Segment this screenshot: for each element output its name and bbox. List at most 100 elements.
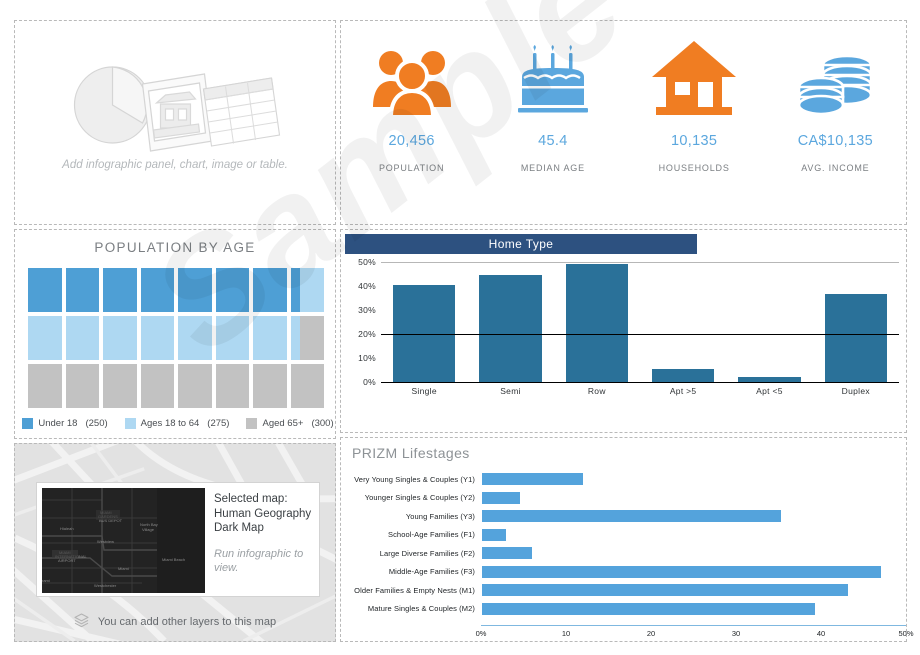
waffle-cell bbox=[65, 268, 99, 312]
svg-text:Hialeah: Hialeah bbox=[60, 526, 74, 531]
infographic-placeholder-panel[interactable]: Add infographic panel, chart, image or t… bbox=[14, 20, 336, 225]
prizm-row: Very Young Singles & Couples (Y1) bbox=[349, 470, 894, 489]
bar[interactable] bbox=[738, 377, 801, 382]
bar[interactable] bbox=[652, 368, 715, 382]
waffle-segment bbox=[103, 268, 137, 312]
bar[interactable] bbox=[482, 491, 520, 504]
y-tick-label: 0% bbox=[363, 377, 376, 387]
x-tick-label: 10 bbox=[561, 629, 571, 638]
selected-map-name-line2: Dark Map bbox=[214, 522, 264, 534]
map-panel[interactable]: Hialeah Westview North Bay Village Miami… bbox=[14, 443, 336, 642]
waffle-segment bbox=[253, 364, 287, 408]
y-tick-label: 10% bbox=[358, 353, 376, 363]
prizm-label: School-Age Families (F1) bbox=[387, 530, 475, 540]
prizm-track bbox=[482, 563, 894, 582]
legend-item[interactable]: Under 18 (250) bbox=[22, 418, 108, 429]
legend-item[interactable]: Ages 18 to 64 (275) bbox=[124, 418, 230, 429]
waffle-cell bbox=[65, 364, 99, 408]
add-layers-row[interactable]: You can add other layers to this map bbox=[15, 613, 335, 631]
layers-icon bbox=[74, 613, 89, 631]
svg-text:Village: Village bbox=[142, 527, 155, 532]
bar-slot bbox=[554, 262, 640, 382]
legend-count: (250) bbox=[85, 418, 108, 429]
stat-label: AVG. INCOME bbox=[801, 163, 870, 173]
stat-median-age[interactable]: 45.4 MEDIAN AGE bbox=[482, 29, 623, 173]
bar[interactable] bbox=[482, 473, 583, 486]
stat-value: 45.4 bbox=[538, 133, 568, 149]
selected-map-prefix: Selected map: bbox=[214, 493, 288, 505]
svg-text:North Bay: North Bay bbox=[140, 522, 158, 527]
prizm-track bbox=[482, 507, 894, 526]
x-tick-label: Apt >5 bbox=[669, 386, 697, 396]
selected-map-name-line1: Human Geography bbox=[214, 507, 312, 520]
waffle-cell bbox=[28, 364, 62, 408]
prizm-lifestages-panel[interactable]: PRIZM Lifestages Very Young Singles & Co… bbox=[340, 437, 914, 642]
stat-label: MEDIAN AGE bbox=[520, 163, 585, 173]
home-type-x-labels: Single Semi Row Apt >5 Apt <5 Duplex bbox=[381, 386, 899, 396]
population-by-age-panel[interactable]: POPULATION BY AGE Under 18 (250) Ages 18 t… bbox=[14, 229, 336, 439]
bar[interactable] bbox=[565, 264, 628, 382]
bar[interactable] bbox=[482, 584, 848, 597]
bar[interactable] bbox=[479, 275, 542, 382]
people-icon bbox=[341, 29, 482, 117]
bar-slot bbox=[640, 262, 726, 382]
infographic-dashboard: Add infographic panel, chart, image or t… bbox=[14, 20, 914, 642]
waffle-chart bbox=[28, 268, 324, 408]
prizm-row: Younger Singles & Couples (Y2) bbox=[349, 489, 894, 508]
stat-value: 10,135 bbox=[671, 133, 718, 149]
waffle-cell bbox=[290, 316, 325, 360]
prizm-track bbox=[482, 544, 894, 563]
selected-map-card[interactable]: Hialeah Westview North Bay Village Miami… bbox=[36, 482, 320, 597]
key-facts-panel[interactable]: 20,456 POPULATION bbox=[340, 20, 907, 225]
waffle-cell bbox=[215, 316, 249, 360]
map-thumbnail[interactable]: Hialeah Westview North Bay Village Miami… bbox=[42, 488, 205, 593]
waffle-segment bbox=[140, 268, 174, 312]
stat-avg-income[interactable]: CA$10,135 AVG. INCOME bbox=[765, 29, 906, 173]
bar[interactable] bbox=[482, 547, 533, 560]
prizm-row: Young Families (Y3) bbox=[349, 507, 894, 526]
waffle-segment bbox=[215, 364, 249, 408]
prizm-track bbox=[482, 489, 894, 508]
run-infographic-hint: Run infographic to view. bbox=[214, 547, 304, 574]
legend-label: Ages 18 to 64 bbox=[140, 418, 200, 429]
bar[interactable] bbox=[824, 294, 887, 382]
waffle-cell bbox=[178, 268, 212, 312]
legend-count: (275) bbox=[207, 418, 230, 429]
stat-value: CA$10,135 bbox=[797, 133, 873, 149]
bar[interactable] bbox=[482, 510, 782, 523]
x-tick-label: 50% bbox=[898, 629, 914, 638]
gridline bbox=[381, 334, 899, 335]
bar[interactable] bbox=[482, 565, 881, 578]
waffle-cell bbox=[253, 316, 287, 360]
stat-label: HOUSEHOLDS bbox=[658, 163, 730, 173]
waffle-segment bbox=[299, 316, 324, 360]
prizm-row: Middle-Age Families (F3) bbox=[349, 563, 894, 582]
x-tick-label: Semi bbox=[500, 386, 521, 396]
waffle-cell bbox=[215, 364, 249, 408]
waffle-row bbox=[28, 268, 324, 312]
x-tick-label: Duplex bbox=[841, 386, 870, 396]
legend-item[interactable]: Aged 65+ (300) bbox=[246, 418, 334, 429]
svg-text:Westchester: Westchester bbox=[94, 583, 117, 588]
prizm-label: Large Diverse Families (F2) bbox=[379, 548, 475, 558]
home-type-plot bbox=[381, 262, 899, 383]
waffle-segment bbox=[215, 316, 249, 360]
waffle-cell bbox=[253, 364, 287, 408]
bar[interactable] bbox=[482, 528, 506, 541]
prizm-label: Very Young Singles & Couples (Y1) bbox=[354, 474, 475, 484]
x-tick-label: Apt <5 bbox=[756, 386, 783, 396]
stat-households[interactable]: 10,135 HOUSEHOLDS bbox=[624, 29, 765, 173]
bar[interactable] bbox=[393, 284, 456, 382]
bar[interactable] bbox=[482, 602, 815, 615]
prizm-label: Older Families & Empty Nests (M1) bbox=[354, 585, 475, 595]
waffle-cell bbox=[178, 316, 212, 360]
y-tick-label: 50% bbox=[358, 257, 376, 267]
legend-label: Under 18 bbox=[38, 418, 78, 429]
stat-population[interactable]: 20,456 POPULATION bbox=[341, 29, 482, 173]
legend-swatch bbox=[124, 418, 136, 429]
waffle-segment bbox=[178, 316, 212, 360]
home-type-panel[interactable]: Home Type 0% 10% 20% 30% 40% 50% Single Semi Ro… bbox=[340, 229, 907, 433]
waffle-segment bbox=[178, 364, 212, 408]
bar-slot bbox=[381, 262, 467, 382]
prizm-bars: Very Young Singles & Couples (Y1) Younger… bbox=[349, 470, 894, 620]
